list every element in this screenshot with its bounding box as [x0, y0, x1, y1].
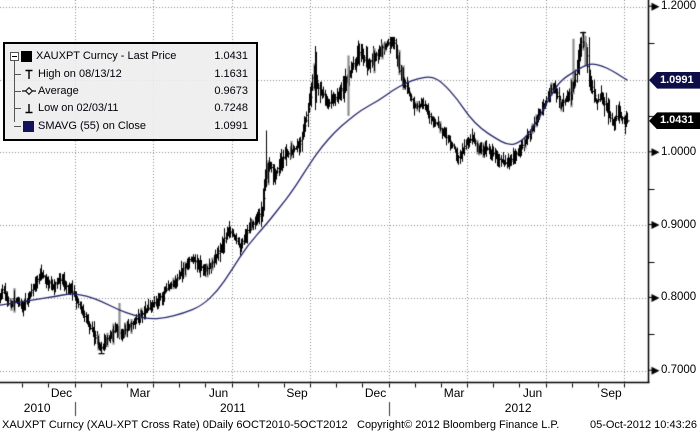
low-marker-icon	[21, 103, 36, 114]
x-axis-month-label: Mar	[129, 386, 151, 400]
x-axis-month-label: Dec	[364, 386, 387, 400]
footer-copyright-text: Copyright© 2012 Bloomberg Finance L.P.	[357, 419, 560, 431]
legend-row[interactable]: SMAVG (55) on Close 1.0991	[8, 118, 250, 135]
y-axis-label: 0.8000	[661, 291, 697, 304]
y-axis-label: 0.7000	[661, 364, 697, 377]
x-axis-month-label: Mar	[443, 386, 465, 400]
legend-tree-stub	[14, 108, 21, 110]
last-price-tag: 1.0431	[649, 112, 700, 130]
x-axis-month-label: Jun	[208, 386, 229, 400]
x-axis-month-label: Dec	[50, 386, 73, 400]
legend-row-value: 1.0431	[214, 50, 248, 63]
legend-row-label: SMAVG (55) on Close	[38, 119, 147, 132]
x-axis-month-label: Sep	[600, 386, 622, 400]
footer-timestamp: 05-Oct-2012 10:43:26	[589, 419, 697, 431]
chart-legend[interactable]: XAUXPT Curncy - Last Price 1.0431 High on …	[3, 42, 258, 141]
x-axis-month-label: Jun	[522, 386, 543, 400]
legend-row-label: High on 08/13/12	[38, 67, 122, 80]
x-axis-year-label: 2011	[220, 401, 246, 415]
legend-row-value: 1.0991	[214, 119, 248, 132]
smavg-price-tag: 1.0991	[649, 71, 700, 89]
footer-instrument-text: XAUXPT Curncy (XAU-XPT Cross Rate) 0Dail…	[2, 419, 348, 431]
legend-collapse-toggle-icon[interactable]	[10, 52, 19, 62]
legend-row[interactable]: Average 0.9673	[8, 83, 250, 100]
legend-row-label: XAUXPT Curncy - Last Price	[36, 50, 177, 63]
legend-row-value: 0.7248	[214, 102, 248, 115]
y-axis-label: 0.9000	[661, 218, 697, 231]
legend-row-label: Low on 02/03/11	[38, 102, 119, 115]
legend-tree-stub	[14, 125, 21, 127]
legend-row-label: Average	[38, 84, 79, 97]
y-axis-label: 1.2000	[661, 0, 697, 13]
legend-tree-line	[14, 61, 15, 122]
x-axis-year-label: 2012	[504, 401, 532, 415]
navy-square-swatch-icon	[21, 120, 36, 132]
x-axis-year-label: 2010	[23, 401, 51, 415]
legend-tree-stub	[14, 90, 21, 92]
x-axis-month-label: Sep	[286, 386, 308, 400]
legend-row[interactable]: XAUXPT Curncy - Last Price 1.0431	[8, 48, 250, 65]
high-marker-icon	[21, 69, 36, 80]
legend-tree-stub	[14, 73, 21, 75]
legend-row-value: 0.9673	[214, 84, 248, 97]
legend-row[interactable]: High on 08/13/12 1.1631	[8, 65, 250, 82]
average-marker-icon	[21, 86, 36, 96]
legend-row-value: 1.1631	[214, 67, 248, 80]
y-axis-label: 1.0000	[661, 145, 697, 158]
black-square-swatch-icon	[19, 51, 34, 63]
legend-row[interactable]: Low on 02/03/11 0.7248	[8, 100, 250, 117]
